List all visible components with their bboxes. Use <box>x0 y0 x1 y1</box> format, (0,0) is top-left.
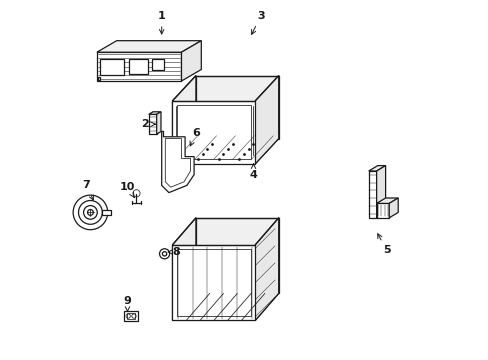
Text: 1: 1 <box>158 11 165 34</box>
Polygon shape <box>97 41 201 52</box>
Polygon shape <box>196 218 278 293</box>
Text: 9: 9 <box>123 296 131 311</box>
Polygon shape <box>376 198 397 203</box>
Polygon shape <box>255 76 278 164</box>
Text: 7: 7 <box>82 180 93 200</box>
Text: 6: 6 <box>190 128 200 146</box>
Text: 10: 10 <box>120 182 135 197</box>
Polygon shape <box>172 218 196 320</box>
Polygon shape <box>376 166 385 218</box>
Polygon shape <box>388 198 397 218</box>
Text: 4: 4 <box>249 164 257 180</box>
Polygon shape <box>181 41 201 81</box>
Polygon shape <box>148 114 156 134</box>
Polygon shape <box>172 245 255 320</box>
Polygon shape <box>162 131 194 193</box>
Polygon shape <box>98 77 100 80</box>
Polygon shape <box>172 293 278 320</box>
Text: 3: 3 <box>251 11 264 34</box>
Polygon shape <box>102 210 111 215</box>
Polygon shape <box>368 171 376 218</box>
Circle shape <box>133 190 140 197</box>
Polygon shape <box>129 59 147 74</box>
Polygon shape <box>172 101 255 164</box>
Polygon shape <box>97 52 181 81</box>
Polygon shape <box>124 311 138 321</box>
Text: 2: 2 <box>142 119 155 129</box>
Polygon shape <box>172 76 196 164</box>
Polygon shape <box>376 203 388 218</box>
Text: 8: 8 <box>168 247 180 257</box>
Polygon shape <box>196 76 278 139</box>
Polygon shape <box>156 112 161 134</box>
Polygon shape <box>172 139 278 164</box>
Polygon shape <box>100 59 124 75</box>
Polygon shape <box>368 166 385 171</box>
Polygon shape <box>255 218 278 320</box>
Polygon shape <box>152 59 163 70</box>
Text: 5: 5 <box>377 234 390 255</box>
Polygon shape <box>148 112 161 114</box>
